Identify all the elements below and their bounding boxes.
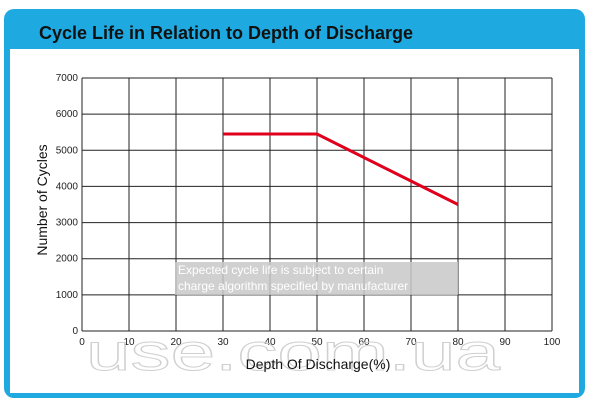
series-line-0 [223,132,459,206]
x-tick-label-1: 10 [123,337,135,348]
x-tick-label-9: 90 [499,337,511,348]
annotation-background [175,262,458,295]
x-tick-label-2: 20 [170,337,182,348]
x-tick-label-3: 30 [217,337,229,348]
y-tick-label-0: 0 [72,326,78,337]
x-axis-label: Depth Of Discharge(%) [246,356,391,372]
chart-title: Cycle Life in Relation to Depth of Disch… [39,23,414,43]
y-tick-label-4: 4000 [56,181,79,192]
x-tick-labels: 0 10 20 30 40 50 60 70 80 90 100 [79,337,561,348]
x-tick-label-8: 80 [452,337,464,348]
annotation-line-2: charge algorithm specified by manufactur… [178,279,408,293]
series-group [223,132,459,206]
x-tick-label-6: 60 [358,337,370,348]
y-tick-label-1: 1000 [56,290,79,301]
watermark: use.com.ua [86,324,500,382]
y-tick-label-7: 7000 [56,73,79,84]
y-tick-label-5: 5000 [56,145,79,156]
annotation-box: Expected cycle life is subject to certai… [175,262,458,295]
x-tick-label-4: 40 [264,337,276,348]
chart-frame: Cycle Life in Relation to Depth of Disch… [4,9,585,398]
x-tick-label-0: 0 [79,337,85,348]
annotation-line-1: Expected cycle life is subject to certai… [178,263,383,277]
y-tick-labels: 0 1000 2000 3000 4000 5000 6000 7000 [56,73,79,337]
y-axis-label: Number of Cycles [34,144,50,255]
chart-panel [10,49,579,393]
x-tick-label-5: 50 [311,337,323,348]
x-tick-label-7: 70 [405,337,417,348]
x-tick-label-10: 100 [544,337,561,348]
y-tick-label-6: 6000 [56,109,79,120]
y-tick-label-2: 2000 [56,254,79,265]
y-tick-label-3: 3000 [56,218,79,229]
